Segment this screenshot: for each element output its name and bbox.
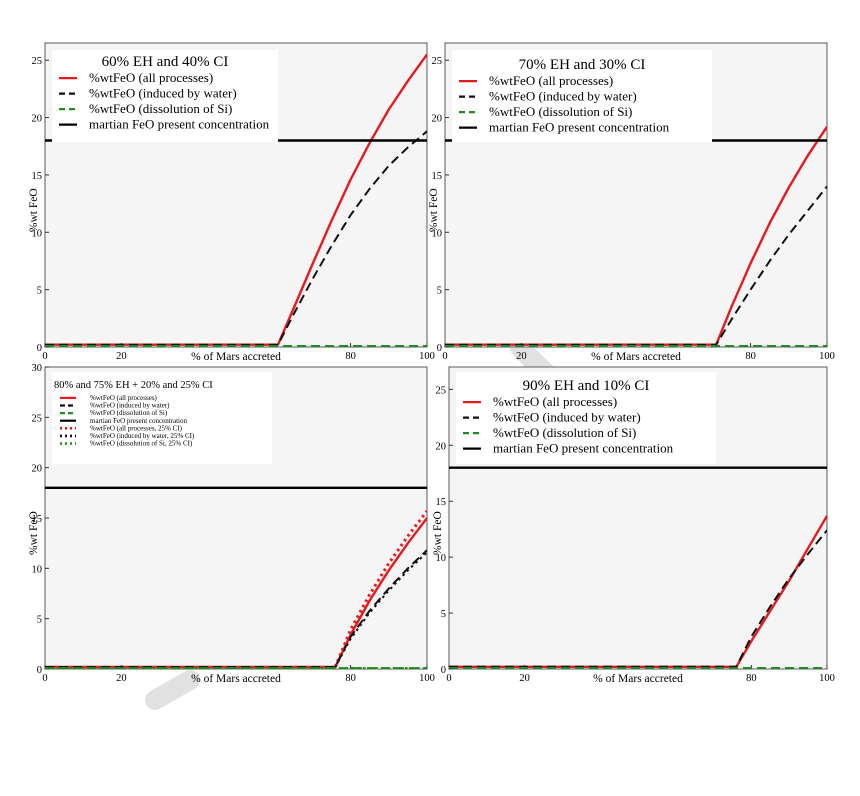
- legend-background: [456, 372, 716, 464]
- y-tick-label: 10: [32, 564, 43, 575]
- y-tick-label: 5: [437, 286, 442, 297]
- x-tick-label: 100: [419, 351, 435, 362]
- x-tick-label: 100: [819, 673, 835, 684]
- legend-label: martian FeO present concentration: [90, 417, 187, 425]
- series-lines: [45, 486, 427, 669]
- legend: 70% EH and 30% CI%wtFeO (all processes)%…: [452, 50, 712, 142]
- y-tick-label: 25: [432, 56, 443, 67]
- y-tick-label: 5: [37, 615, 42, 626]
- series-line-2: [449, 529, 827, 668]
- x-tick-label: 100: [819, 351, 835, 362]
- y-axis-label: %wt FeO: [428, 188, 440, 232]
- x-tick-label: 20: [116, 351, 127, 362]
- x-tick-label: 20: [519, 673, 530, 684]
- panel-title: 80% and 75% EH + 20% and 25% CI: [54, 380, 213, 391]
- legend-label: %wtFeO (dissolution of Si, 25% CI): [90, 440, 193, 448]
- y-tick-label: 30: [32, 363, 43, 374]
- chart-panel-2: 0 5 10 15 20 25 0 20 80 100 % of Mars accreted %wt …: [428, 42, 835, 363]
- legend-label: %wtFeO (dissolution of Si): [89, 101, 232, 116]
- y-tick-label: 10: [436, 553, 447, 564]
- x-tick-label: 80: [746, 673, 757, 684]
- legend-label: martian FeO present concentration: [89, 117, 270, 132]
- x-tick-label: 80: [745, 351, 756, 362]
- series-line-1: [45, 53, 427, 346]
- y-tick-label: 20: [436, 441, 447, 452]
- series-line-2: [445, 185, 827, 346]
- x-tick-label: 100: [419, 673, 435, 684]
- y-axis-label: %wt FeO: [28, 188, 40, 232]
- legend-label: %wtFeO (all processes, 25% CI): [90, 424, 183, 432]
- legend-label: %wtFeO (induced by water): [90, 402, 170, 410]
- y-tick-label: 15: [436, 497, 447, 508]
- x-axis-label: % of Mars accreted: [191, 351, 281, 363]
- legend-background: [452, 50, 712, 142]
- y-tick-label: 10: [32, 228, 43, 239]
- series-lines: [449, 466, 827, 669]
- series-line-1: [445, 126, 827, 346]
- y-tick-label: 20: [32, 464, 43, 475]
- x-axis-label: % of Mars accreted: [591, 351, 681, 363]
- y-axis-label: %wt FeO: [432, 511, 444, 555]
- legend-background: [52, 50, 278, 142]
- y-tick-label: 25: [32, 56, 43, 67]
- legend-label: %wtFeO (all processes): [489, 73, 613, 88]
- legend-label: martian FeO present concentration: [489, 120, 670, 135]
- x-axis-label: % of Mars accreted: [593, 673, 683, 685]
- legend-label: %wtFeO (induced by water): [89, 86, 237, 101]
- series-line-2: [45, 549, 427, 668]
- chart-panel-3: 0 5 10 15 20 25 30 0 20 80 100 % of Mars accreted %w…: [28, 363, 435, 685]
- legend-label: %wtFeO (dissolution of Si): [90, 409, 168, 417]
- legend-label: %wtFeO (induced by water, 25% CI): [90, 432, 195, 440]
- y-tick-label: 20: [32, 114, 43, 125]
- x-tick-label: 0: [446, 673, 451, 684]
- legend-label: %wtFeO (induced by water): [493, 410, 641, 425]
- legend-label: %wtFeO (induced by water): [489, 89, 637, 104]
- y-tick-label: 0: [441, 665, 446, 676]
- y-tick-label: 5: [441, 609, 446, 620]
- x-tick-label: 80: [345, 673, 356, 684]
- x-tick-label: 0: [42, 673, 47, 684]
- y-tick-label: 0: [37, 343, 42, 354]
- legend: 90% EH and 10% CI%wtFeO (all processes)%…: [456, 372, 716, 464]
- chart-panel-1: 0 5 10 15 20 25 0 20 80 100 % of Mars accreted %wt …: [28, 42, 435, 363]
- x-tick-label: 20: [116, 673, 127, 684]
- chart-panel-4: 0 5 10 15 20 25 0 20 80 100 % of Mars accreted %wt …: [432, 366, 835, 685]
- y-tick-label: 15: [32, 514, 43, 525]
- y-tick-label: 25: [436, 385, 447, 396]
- y-tick-label: 20: [432, 114, 443, 125]
- y-tick-label: 0: [37, 665, 42, 676]
- legend-label: %wtFeO (all processes): [493, 394, 617, 409]
- y-tick-label: 15: [432, 171, 443, 182]
- series-line-6: [334, 551, 427, 668]
- x-tick-label: 80: [345, 351, 356, 362]
- panel-title: 60% EH and 40% CI: [102, 54, 229, 70]
- y-tick-label: 0: [437, 343, 442, 354]
- x-tick-label: 20: [516, 351, 527, 362]
- y-tick-label: 25: [32, 413, 43, 424]
- x-tick-label: 0: [42, 351, 47, 362]
- y-tick-label: 15: [32, 171, 43, 182]
- y-tick-label: 5: [37, 286, 42, 297]
- legend-label: %wtFeO (all processes): [90, 394, 158, 402]
- legend-background: [52, 372, 272, 464]
- legend: 80% and 75% EH + 20% and 25% CI %wtFeO (a…: [52, 372, 272, 464]
- x-axis-label: % of Mars accreted: [191, 673, 281, 685]
- legend-label: %wtFeO (dissolution of Si): [493, 425, 636, 440]
- legend-label: %wtFeO (all processes): [89, 70, 213, 85]
- legend-label: %wtFeO (dissolution of Si): [489, 104, 632, 119]
- y-axis-label: %wt FeO: [28, 511, 40, 555]
- y-tick-label: 10: [432, 228, 443, 239]
- panel-title: 90% EH and 10% CI: [523, 378, 650, 394]
- x-tick-label: 0: [442, 351, 447, 362]
- legend-label: martian FeO present concentration: [493, 441, 674, 456]
- legend: 60% EH and 40% CI%wtFeO (all processes)%…: [52, 50, 278, 142]
- panel-title: 70% EH and 30% CI: [519, 57, 646, 73]
